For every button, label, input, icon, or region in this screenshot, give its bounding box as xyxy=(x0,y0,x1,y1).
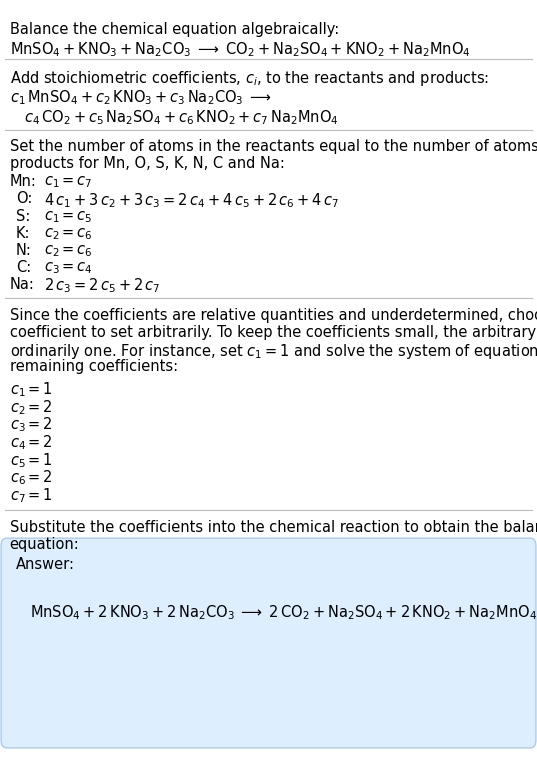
Text: $c_3 = 2$: $c_3 = 2$ xyxy=(10,416,53,434)
Text: Since the coefficients are relative quantities and underdetermined, choose a: Since the coefficients are relative quan… xyxy=(10,308,537,322)
Text: S:: S: xyxy=(16,209,31,224)
Text: $c_3 = c_4$: $c_3 = c_4$ xyxy=(44,260,93,275)
Text: C:: C: xyxy=(16,260,31,274)
Text: $c_1 = 1$: $c_1 = 1$ xyxy=(10,380,53,399)
Text: $c_2 = 2$: $c_2 = 2$ xyxy=(10,398,53,416)
Text: $c_2 = c_6$: $c_2 = c_6$ xyxy=(44,226,93,241)
Text: $c_2 = c_6$: $c_2 = c_6$ xyxy=(44,243,93,258)
Text: $4\,c_1 + 3\,c_2 + 3\,c_3 = 2\,c_4 + 4\,c_5 + 2\,c_6 + 4\,c_7$: $4\,c_1 + 3\,c_2 + 3\,c_3 = 2\,c_4 + 4\,… xyxy=(44,191,339,210)
Text: ordinarily one. For instance, set $c_1 = 1$ and solve the system of equations fo: ordinarily one. For instance, set $c_1 =… xyxy=(10,342,537,361)
Text: $c_1 = c_7$: $c_1 = c_7$ xyxy=(44,174,93,190)
Text: O:: O: xyxy=(16,191,32,206)
Text: $c_4\,\mathrm{CO_2} + c_5\,\mathrm{Na_2SO_4} + c_6\,\mathrm{KNO_2} + c_7\,\mathr: $c_4\,\mathrm{CO_2} + c_5\,\mathrm{Na_2S… xyxy=(24,108,339,126)
Text: $\mathrm{MnSO_4 + 2\,KNO_3 + 2\,Na_2CO_3} \;\longrightarrow\; \mathrm{2\,CO_2 + : $\mathrm{MnSO_4 + 2\,KNO_3 + 2\,Na_2CO_3… xyxy=(30,603,537,621)
Text: Answer:: Answer: xyxy=(16,557,75,571)
Text: coefficient to set arbitrarily. To keep the coefficients small, the arbitrary va: coefficient to set arbitrarily. To keep … xyxy=(10,325,537,339)
Text: $c_6 = 2$: $c_6 = 2$ xyxy=(10,469,53,487)
Text: Substitute the coefficients into the chemical reaction to obtain the balanced: Substitute the coefficients into the che… xyxy=(10,520,537,535)
Text: K:: K: xyxy=(16,226,31,241)
Text: equation:: equation: xyxy=(10,537,79,552)
Text: $\mathrm{MnSO_4 + KNO_3 + Na_2CO_3} \;\longrightarrow\; \mathrm{CO_2 + Na_2SO_4 : $\mathrm{MnSO_4 + KNO_3 + Na_2CO_3} \;\l… xyxy=(10,40,470,59)
Text: $c_4 = 2$: $c_4 = 2$ xyxy=(10,433,53,452)
Text: Set the number of atoms in the reactants equal to the number of atoms in the: Set the number of atoms in the reactants… xyxy=(10,139,537,153)
Text: remaining coefficients:: remaining coefficients: xyxy=(10,359,178,373)
FancyBboxPatch shape xyxy=(1,538,536,748)
Text: Mn:: Mn: xyxy=(10,174,37,189)
Text: N:: N: xyxy=(16,243,32,258)
Text: Balance the chemical equation algebraically:: Balance the chemical equation algebraica… xyxy=(10,22,339,36)
Text: $c_1 = c_5$: $c_1 = c_5$ xyxy=(44,209,93,224)
Text: Na:: Na: xyxy=(10,277,34,291)
Text: $c_1\,\mathrm{MnSO_4} + c_2\,\mathrm{KNO_3} + c_3\,\mathrm{Na_2CO_3} \;\longrigh: $c_1\,\mathrm{MnSO_4} + c_2\,\mathrm{KNO… xyxy=(10,88,272,106)
Text: $2\,c_3 = 2\,c_5 + 2\,c_7$: $2\,c_3 = 2\,c_5 + 2\,c_7$ xyxy=(44,277,161,295)
Text: $c_7 = 1$: $c_7 = 1$ xyxy=(10,487,53,505)
Text: Add stoichiometric coefficients, $c_i$, to the reactants and products:: Add stoichiometric coefficients, $c_i$, … xyxy=(10,69,489,88)
Text: products for Mn, O, S, K, N, C and Na:: products for Mn, O, S, K, N, C and Na: xyxy=(10,156,285,170)
Text: $c_5 = 1$: $c_5 = 1$ xyxy=(10,451,53,470)
